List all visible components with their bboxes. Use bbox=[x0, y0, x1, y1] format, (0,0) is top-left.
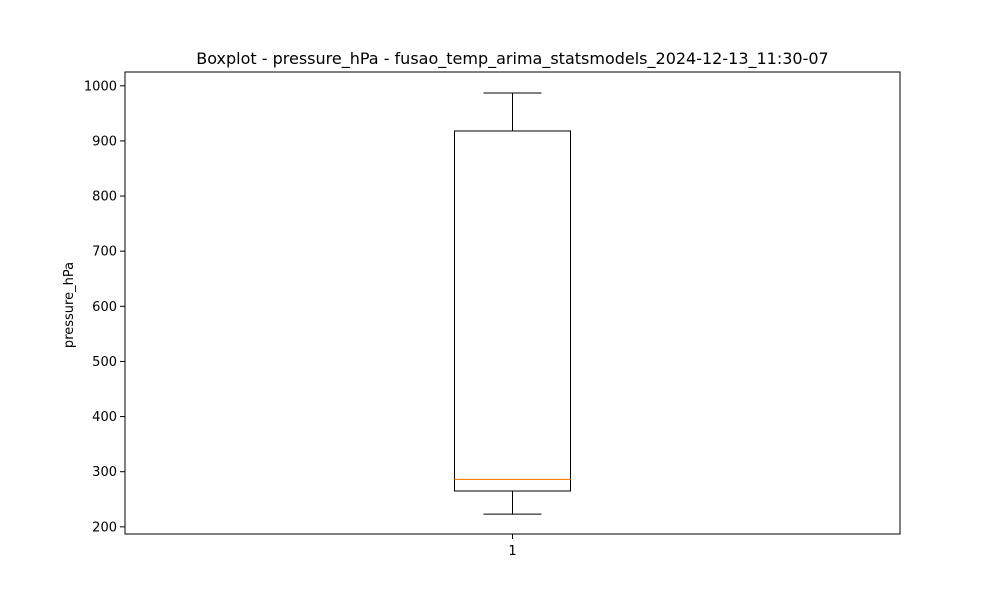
iqr-box bbox=[454, 130, 571, 492]
y-tick-label: 1000 bbox=[84, 79, 117, 94]
y-tick-label: 700 bbox=[92, 245, 117, 260]
x-tick-label: 1 bbox=[508, 544, 516, 559]
y-tick-label: 200 bbox=[92, 520, 117, 535]
y-tick-label: 500 bbox=[92, 355, 117, 370]
y-tick-label: 600 bbox=[92, 300, 117, 315]
y-tick-label: 300 bbox=[92, 465, 117, 480]
y-tick-label: 900 bbox=[92, 134, 117, 149]
plot-area: 200 300 400 500 600 700 800 900 1000 1 bbox=[84, 79, 571, 559]
y-tick-label: 400 bbox=[92, 410, 117, 425]
y-axis-label: pressure_hPa bbox=[62, 262, 77, 348]
axes-frame bbox=[124, 71, 901, 535]
chart-title: Boxplot - pressure_hPa - fusao_temp_arim… bbox=[196, 49, 828, 69]
y-tick-label: 800 bbox=[92, 190, 117, 205]
